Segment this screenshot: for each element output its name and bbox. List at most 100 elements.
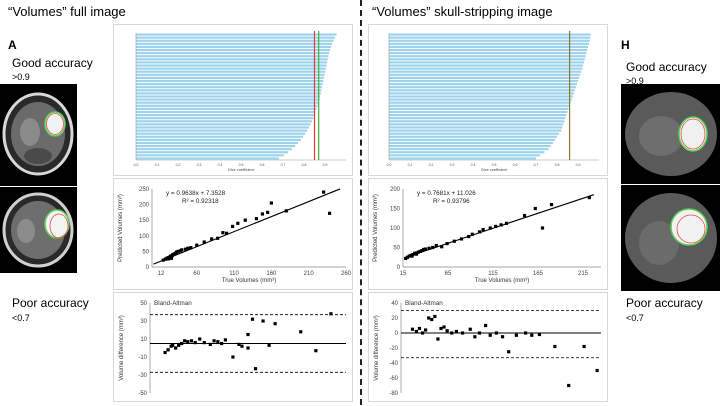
x-tick-label: 65 (445, 271, 452, 277)
bar (389, 86, 576, 89)
x-tick-label: 0.2 (176, 163, 181, 167)
data-point (595, 368, 599, 373)
data-point (454, 329, 458, 334)
data-point (420, 331, 425, 335)
data-point (582, 344, 586, 349)
data-point (477, 331, 482, 335)
bar (389, 101, 571, 104)
bar (389, 73, 581, 76)
data-point (416, 250, 420, 254)
y-axis-title: Volume difference (mm³) (119, 315, 125, 381)
data-point (189, 339, 194, 343)
y-tick-label: 50 (142, 249, 149, 255)
data-point (216, 236, 220, 240)
data-point (427, 316, 431, 320)
y-axis-title: Predicted Volumes (mm³) (118, 194, 124, 262)
data-point (193, 341, 197, 345)
chart-title: Bland-Altman (405, 300, 443, 307)
data-point (422, 247, 426, 252)
data-point (266, 210, 270, 214)
data-point (314, 349, 318, 353)
bar (389, 144, 551, 148)
bar (136, 98, 320, 101)
regression-equation: y = 0.7681x + 11.026 (417, 190, 476, 197)
section-divider (360, 0, 362, 405)
bar (136, 95, 321, 98)
bar (136, 141, 299, 145)
bland-altman-full: -50 -30 -10 10 30 50 Volume difference (mm³) Bl… (119, 300, 346, 397)
good-accuracy-label-left: Good accuracy (12, 56, 93, 70)
bar (389, 33, 591, 36)
bar (136, 52, 330, 55)
data-point (413, 251, 417, 255)
data-point (452, 239, 456, 243)
y-tick-label: 50 (393, 246, 400, 252)
data-point (210, 237, 214, 241)
y-tick-label: 40 (391, 301, 398, 307)
data-point (549, 203, 554, 207)
regression-r2: R² = 0.93796 (433, 198, 470, 205)
data-point (467, 234, 471, 239)
data-point (269, 201, 273, 205)
bar (389, 104, 570, 107)
data-point (514, 333, 518, 337)
data-point (198, 337, 202, 341)
y-axis-title: Volume difference (mm³) (374, 315, 380, 381)
x-tick-label: 12 (158, 271, 165, 277)
bar (136, 138, 301, 141)
data-point (186, 340, 190, 344)
data-point (537, 332, 542, 337)
bar (136, 89, 322, 92)
bar (136, 144, 296, 148)
chart-title: Bland-Altman (154, 300, 192, 307)
data-point (176, 249, 180, 253)
data-point (427, 246, 431, 250)
data-point (195, 243, 199, 247)
x-tick-label: 0.3 (197, 163, 202, 167)
bar (136, 154, 284, 157)
y-tick-label: 250 (139, 187, 150, 193)
bar (389, 64, 584, 67)
data-point (299, 330, 303, 334)
chart-f-panel: 0 50 100 150 200 15 65 115 165 215 True Volumes (m… (368, 178, 608, 290)
bar (136, 79, 324, 83)
x-tick-label: 0.6 (260, 163, 265, 167)
bar (389, 138, 555, 141)
x-tick-label: 115 (488, 271, 498, 277)
data-point (414, 252, 419, 256)
bar (389, 39, 590, 42)
data-point (459, 237, 464, 241)
data-point (417, 326, 422, 331)
data-point (433, 314, 437, 319)
data-point (507, 350, 511, 354)
data-point (221, 231, 225, 235)
bar (136, 135, 304, 138)
bar (136, 148, 292, 151)
bar (136, 123, 311, 126)
data-point (202, 341, 206, 345)
mri-good-skull-stripped (621, 84, 720, 184)
data-point (329, 312, 333, 316)
bar (389, 83, 577, 86)
x-tick-label: 0.6 (513, 163, 518, 167)
y-tick-label: 30 (140, 319, 147, 325)
data-point (186, 246, 190, 250)
data-point (494, 224, 498, 229)
data-point (246, 332, 250, 337)
data-point (237, 342, 241, 346)
bar (389, 129, 562, 132)
data-point (243, 218, 247, 222)
x-tick-label: 0.5 (492, 163, 497, 167)
x-tick-label: 0.8 (302, 163, 307, 167)
data-point (488, 333, 492, 337)
bar (389, 114, 567, 117)
data-point (418, 249, 422, 253)
data-point (500, 335, 505, 339)
data-point (445, 329, 449, 333)
bar (136, 64, 327, 67)
bar (136, 48, 331, 52)
data-point (423, 247, 428, 251)
data-point (208, 342, 212, 346)
y-tick-label: -10 (138, 355, 147, 361)
dice-bar-chart-skull: 0.0 0.1 0.2 0.3 0.4 0.5 0.6 0.7 0.8 0.9 Dice coeff… (387, 31, 599, 172)
